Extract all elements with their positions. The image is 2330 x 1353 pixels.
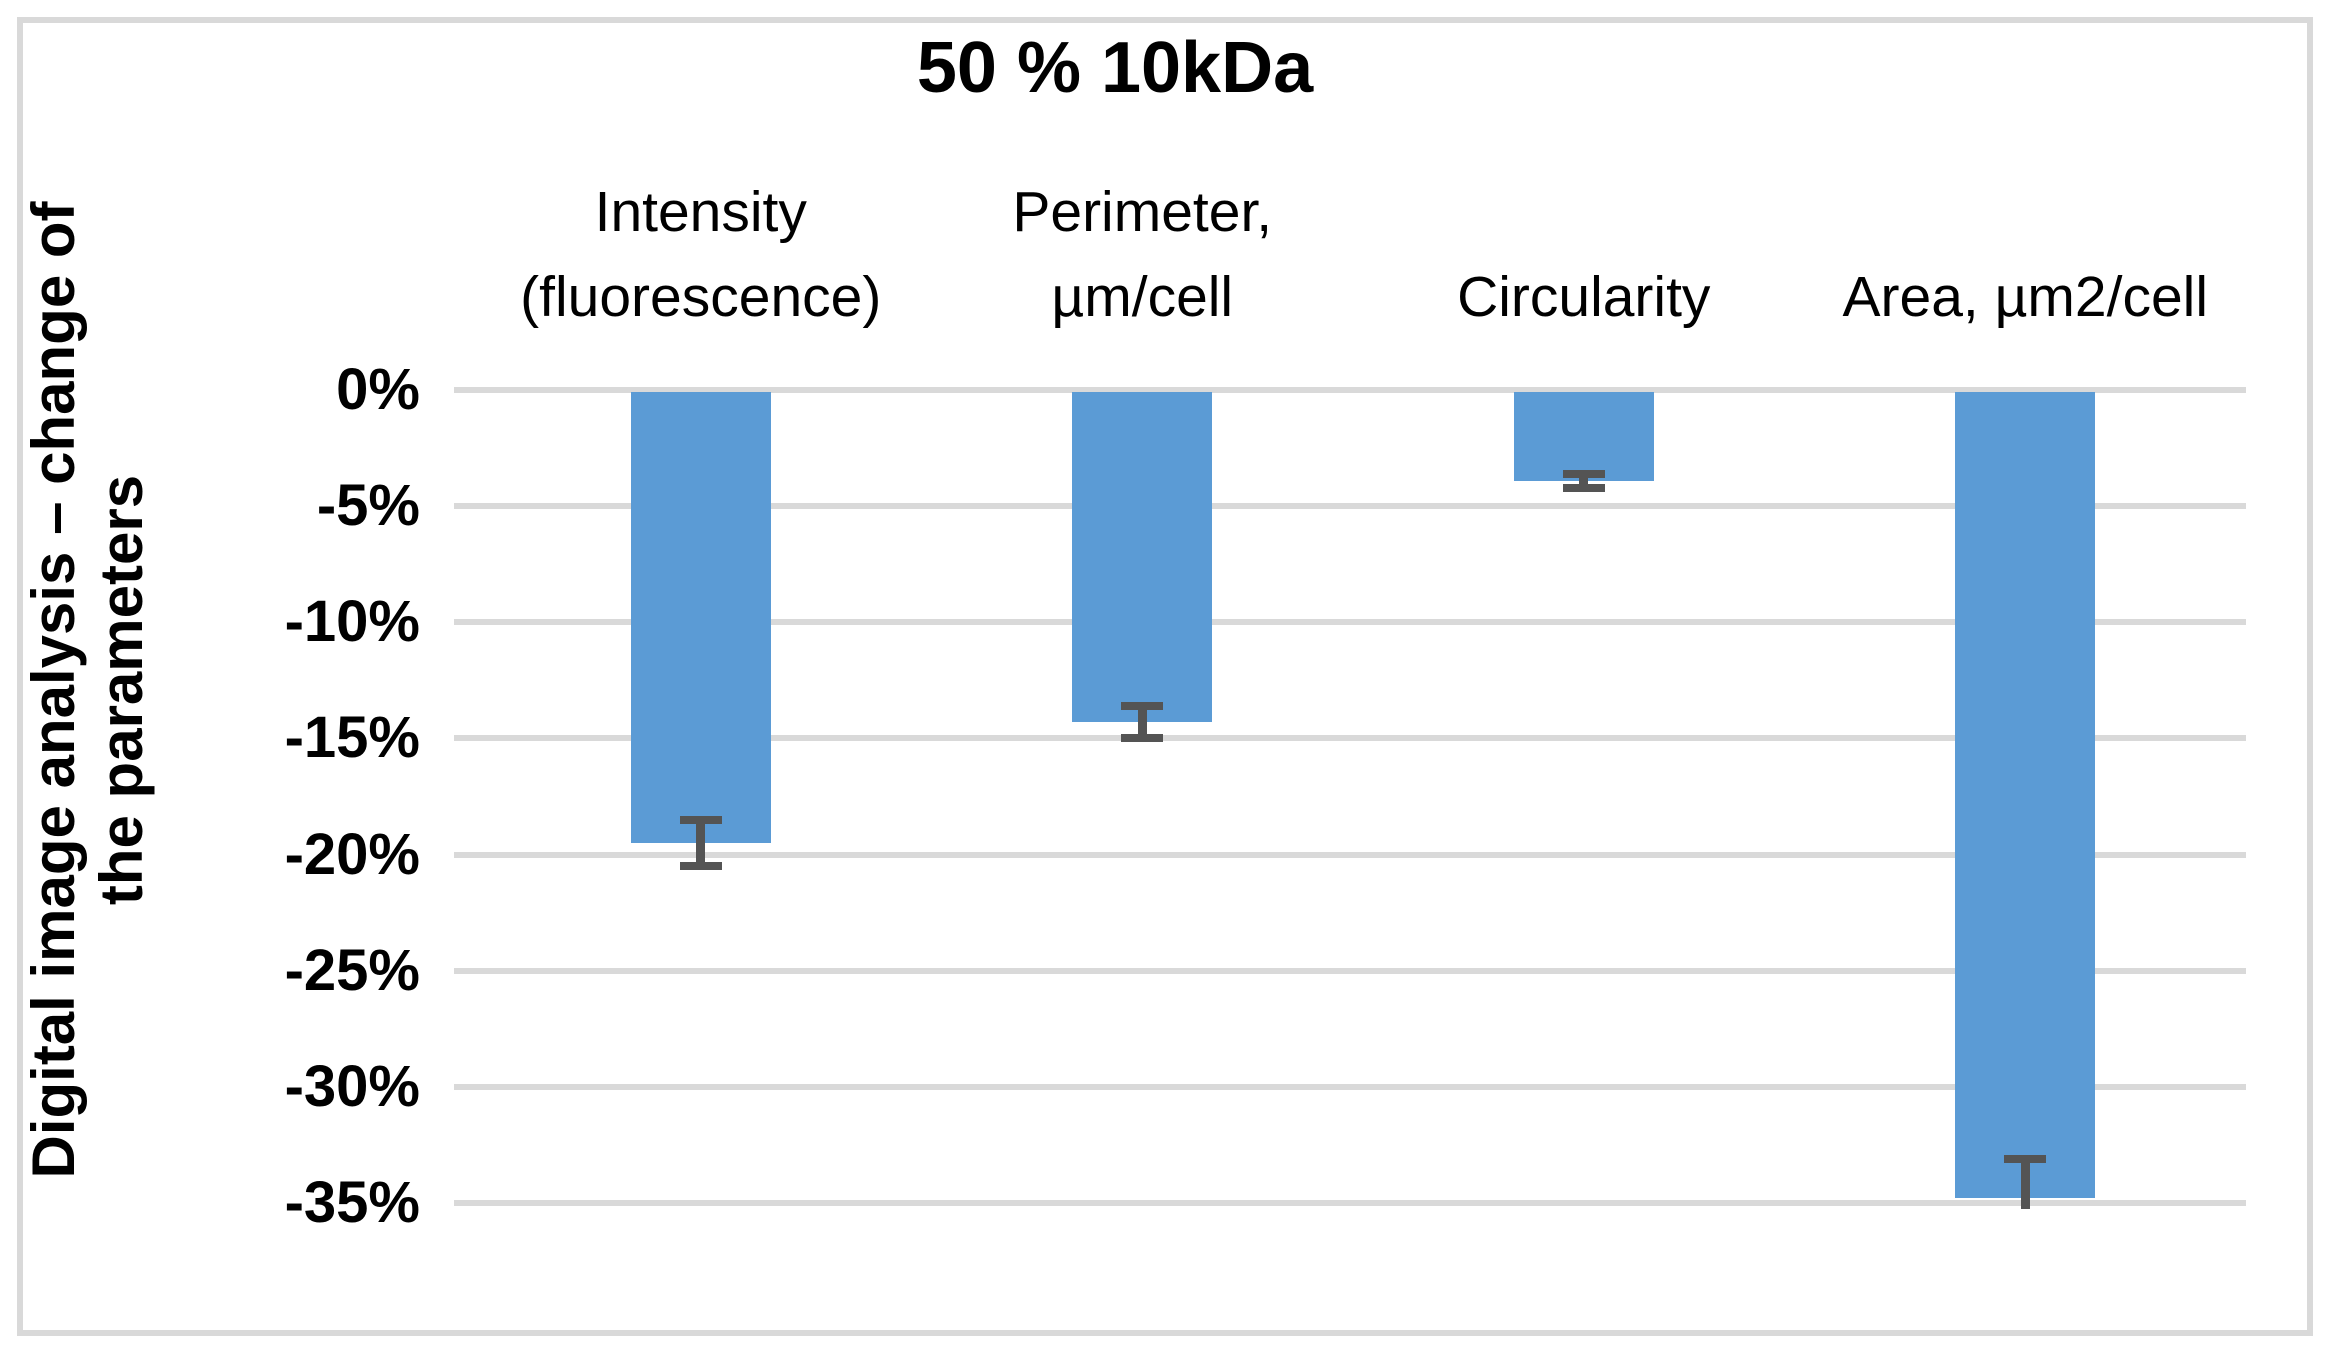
bar-2 xyxy=(1072,392,1213,723)
error-bar-line-3 xyxy=(1579,473,1589,488)
error-bar-cap-bottom-1 xyxy=(679,862,722,871)
error-bar-line-1 xyxy=(696,819,706,867)
category-label-4-line-1: Area, µm2/cell xyxy=(1842,265,2208,329)
y-tick-mark--20% xyxy=(454,851,480,858)
y-tick-label: -10% xyxy=(284,589,420,655)
category-label-1: Intensity (fluorescence) xyxy=(480,170,922,340)
gridline--5% xyxy=(480,503,2246,510)
y-tick-mark--15% xyxy=(454,735,480,742)
category-label-2-line-2: µm/cell xyxy=(1051,265,1234,329)
gridline--30% xyxy=(480,1083,2246,1090)
y-axis-title-line-1: Digital image analysis – change of xyxy=(20,201,87,1179)
error-bar-line-4 xyxy=(2020,1158,2030,1209)
y-tick-mark--30% xyxy=(454,1083,480,1090)
category-label-4: Area, µm2/cell xyxy=(1805,255,2247,340)
gridline--35% xyxy=(480,1200,2246,1207)
gridline--15% xyxy=(480,735,2246,742)
category-label-2-line-1: Perimeter, xyxy=(1012,180,1273,244)
y-tick-label: -30% xyxy=(284,1053,420,1119)
y-tick-label: 0% xyxy=(336,357,420,422)
error-bar-cap-top-4 xyxy=(2004,1154,2047,1163)
gridline--25% xyxy=(480,967,2246,974)
y-tick-mark--25% xyxy=(454,967,480,974)
y-tick-mark--10% xyxy=(454,619,480,626)
error-bar-line-2 xyxy=(1137,705,1147,739)
bar-3 xyxy=(1513,392,1654,481)
y-tick-mark-0% xyxy=(454,387,480,393)
y-axis-title: Digital image analysis – change of the pa… xyxy=(20,202,156,1179)
category-label-3-line-1: Circularity xyxy=(1457,265,1711,329)
category-label-1-line-1: Intensity xyxy=(594,180,807,244)
y-tick-mark--35% xyxy=(454,1200,480,1207)
bar-4 xyxy=(1955,392,2096,1199)
error-bar-cap-bottom-3 xyxy=(1562,483,1605,492)
gridline-0% xyxy=(480,387,2246,393)
gridline--20% xyxy=(480,851,2246,858)
bar-1 xyxy=(630,392,771,843)
chart-title: 50 % 10kDa xyxy=(916,28,1314,108)
y-tick-label: -35% xyxy=(284,1170,420,1236)
y-tick-label: -25% xyxy=(284,937,420,1003)
error-bar-cap-top-2 xyxy=(1121,701,1164,710)
error-bar-cap-top-1 xyxy=(679,815,722,824)
y-axis-title-line-2: the parameters xyxy=(88,474,155,906)
y-tick-label: -20% xyxy=(284,821,420,887)
y-tick-label: -15% xyxy=(284,705,420,771)
chart-border xyxy=(17,17,2313,1336)
category-label-1-line-2: (fluorescence) xyxy=(520,265,882,329)
category-label-3: Circularity xyxy=(1363,255,1805,340)
error-bar-cap-bottom-2 xyxy=(1121,734,1164,743)
y-tick-label: -5% xyxy=(316,473,420,539)
category-label-2: Perimeter, µm/cell xyxy=(922,170,1364,340)
gridline--10% xyxy=(480,619,2246,626)
error-bar-cap-top-3 xyxy=(1562,469,1605,478)
y-tick-mark--5% xyxy=(454,503,480,510)
